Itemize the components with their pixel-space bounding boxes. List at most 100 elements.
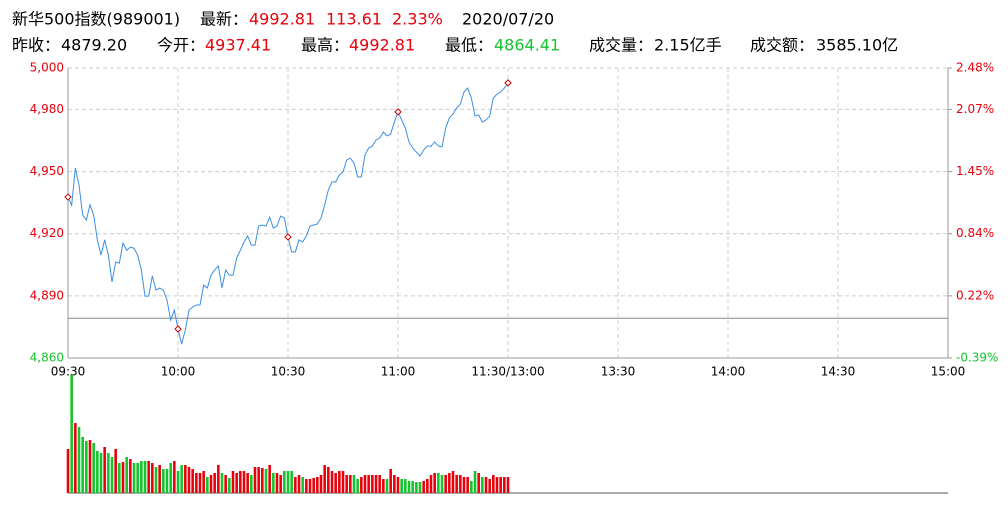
volume-bar (129, 459, 132, 493)
stat-value: 4937.41 (205, 36, 271, 55)
y-tick-label: 4,950 (30, 164, 64, 178)
volume-bar (294, 477, 297, 493)
volume-bar (66, 449, 70, 493)
volume-bar (429, 475, 433, 493)
date: 2020/07/20 (462, 10, 554, 29)
volume-bar (338, 471, 341, 493)
volume-bar (330, 471, 334, 493)
volume-bar (477, 473, 480, 493)
volume-bar (242, 471, 246, 493)
x-tick-label: 09:30 (51, 365, 86, 379)
volume-bar (418, 482, 422, 493)
volume-bar (470, 481, 473, 493)
volume-bar (250, 475, 253, 493)
volume-bar (451, 471, 455, 493)
volume-bar (253, 467, 257, 493)
volume-bar (363, 475, 367, 493)
volume-bar (107, 453, 110, 493)
volume-bar (96, 451, 99, 493)
volume-bar (389, 469, 392, 493)
stat-value: 2.15亿手 (654, 36, 722, 55)
volume-bar (209, 475, 213, 493)
volume-bar (371, 475, 374, 493)
volume-bar (147, 461, 150, 493)
volume-bar (286, 471, 290, 493)
x-tick-label: 13:30 (601, 365, 636, 379)
y-tick-label: 4,980 (30, 102, 64, 116)
volume-bar (341, 471, 345, 493)
index-title: 新华500指数(989001) (12, 10, 180, 29)
volume-bar (77, 427, 81, 493)
y2-tick-label: 0.22% (956, 288, 994, 302)
volume-bar (484, 477, 488, 493)
y2-tick-label: 2.07% (956, 102, 994, 116)
volume-bar (290, 471, 293, 493)
volume-bar (88, 440, 92, 493)
volume-bar (283, 471, 286, 493)
price-marker (174, 325, 182, 333)
volume-bar (334, 473, 337, 493)
volume-bar (481, 477, 484, 493)
volume-bar (246, 473, 249, 493)
volume-bar (473, 471, 477, 493)
volume-bar (360, 477, 363, 493)
volume-bar (393, 475, 396, 493)
change: 113.61 (326, 10, 382, 29)
price-marker (504, 79, 512, 87)
x-tick-label: 14:00 (711, 365, 746, 379)
volume-bar (165, 469, 169, 493)
volume-bar (85, 441, 88, 493)
x-tick-label: 11:30/13:00 (471, 365, 544, 379)
volume-bar (316, 477, 319, 493)
volume-bar (455, 475, 458, 493)
volume-bar (154, 467, 158, 493)
volume-bar (382, 479, 385, 493)
volume-bar (440, 475, 444, 493)
price-line (67, 82, 509, 345)
volume-bar (495, 477, 499, 493)
y-tick-label: 4,860 (30, 351, 64, 365)
x-tick-label: 14:30 (821, 365, 856, 379)
volume-bar (103, 447, 106, 493)
volume-bar (198, 473, 202, 493)
volume-bar (213, 473, 216, 493)
volume-bar (437, 473, 440, 493)
stat-label: 今开： (157, 36, 205, 55)
volume-bar (411, 481, 414, 493)
price-marker (394, 108, 402, 116)
volume-bar (349, 475, 352, 493)
volume-bar (385, 479, 389, 493)
volume-bar (158, 465, 161, 493)
volume-bar (352, 475, 356, 493)
volume-bar (301, 477, 304, 493)
volume-bar (239, 471, 242, 493)
volume-bar (202, 471, 205, 493)
volume-bar (400, 479, 403, 493)
volume-bar (503, 477, 506, 493)
volume-bar (173, 461, 176, 493)
price-marker (64, 193, 72, 201)
volume-bar (74, 423, 77, 493)
volume-bar (407, 481, 411, 493)
stat-label: 成交额： (750, 36, 814, 55)
volume-bar (121, 462, 125, 493)
stat-value: 4879.20 (61, 36, 127, 55)
volume-bar (404, 479, 407, 493)
volume-bar (217, 465, 220, 493)
stat-label: 最高： (301, 36, 349, 55)
stat-label: 成交量： (589, 36, 653, 55)
volume-bar (235, 473, 238, 493)
y2-tick-label: 1.45% (956, 164, 994, 178)
volume-bar (305, 479, 308, 493)
volume-bar (125, 457, 128, 493)
volume-bar (151, 463, 154, 493)
volume-bar (184, 465, 187, 493)
volume-bar (319, 475, 323, 493)
volume-bar (378, 475, 381, 493)
volume-bar (114, 449, 117, 493)
y-tick-label: 4,920 (30, 226, 64, 240)
volume-bar (231, 471, 235, 493)
volume-bar (506, 477, 510, 493)
volume-bar (99, 453, 103, 493)
